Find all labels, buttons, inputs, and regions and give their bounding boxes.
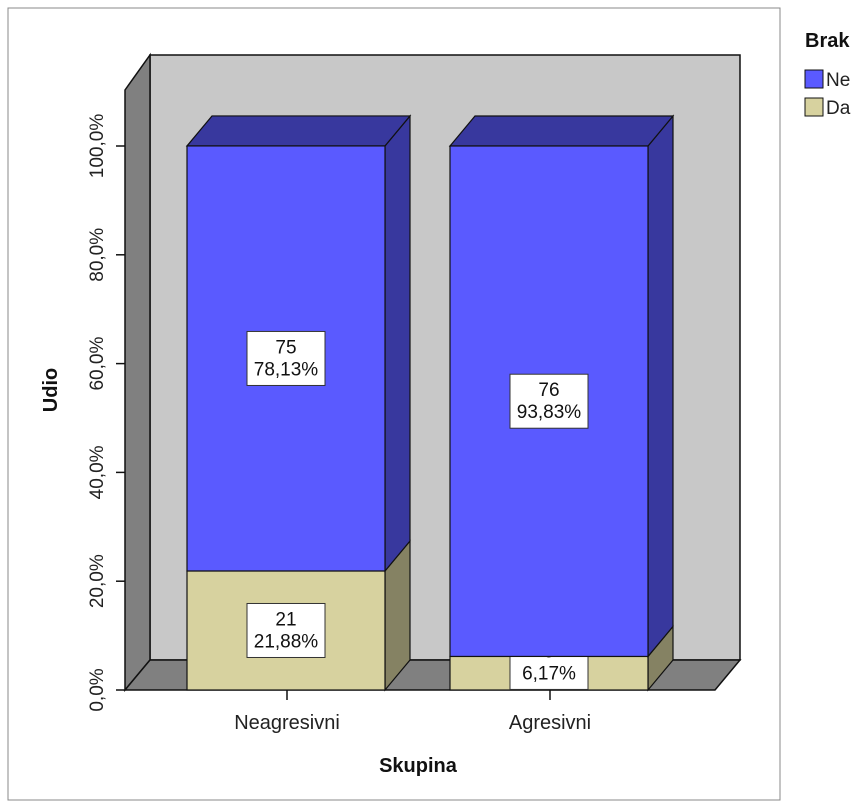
bar-side	[647, 114, 674, 659]
bar-side	[384, 114, 411, 573]
y-axis: 0,0% 20,0% 40,0% 60,0% 80,0% 100,0%	[87, 114, 125, 712]
data-label-text: 75	[275, 337, 296, 358]
data-label-box	[246, 330, 326, 386]
x-axis: Neagresivni Agresivni	[234, 690, 591, 734]
y-tick-label: 0,0%	[87, 668, 108, 711]
legend-label-ne: Ne	[826, 70, 850, 91]
bar-da-neagresivni	[186, 539, 411, 692]
data-label-box	[509, 373, 589, 429]
data-label-text: 21,88%	[254, 631, 319, 652]
legend-title: Brak	[805, 30, 850, 52]
bar-ne-neagresivni	[185, 114, 412, 573]
data-label-text: 21	[275, 609, 296, 630]
data-label-text: 76	[538, 380, 559, 401]
legend-swatch-ne	[804, 69, 824, 89]
bar-top	[185, 115, 412, 147]
y-tick-label: 100,0%	[87, 114, 108, 179]
legend-swatch-da	[804, 97, 824, 117]
data-label-text: 78,13%	[254, 359, 319, 380]
side-wall	[124, 52, 151, 693]
x-axis-title: Skupina	[379, 755, 458, 777]
y-tick-label: 20,0%	[87, 554, 108, 608]
data-label-text: 6,17%	[522, 663, 576, 684]
legend: Brak Ne Da	[804, 30, 851, 119]
bar-top	[448, 115, 675, 147]
legend-label-da: Da	[826, 98, 851, 119]
x-tick-label: Neagresivni	[234, 712, 340, 734]
data-label-box	[246, 602, 326, 658]
y-tick-label: 80,0%	[87, 228, 108, 282]
y-tick-label: 60,0%	[87, 337, 108, 391]
y-axis-title: Udio	[40, 368, 62, 412]
x-tick-label: Agresivni	[509, 712, 591, 734]
data-label-text: 93,83%	[517, 402, 582, 423]
y-tick-label: 40,0%	[87, 445, 108, 499]
